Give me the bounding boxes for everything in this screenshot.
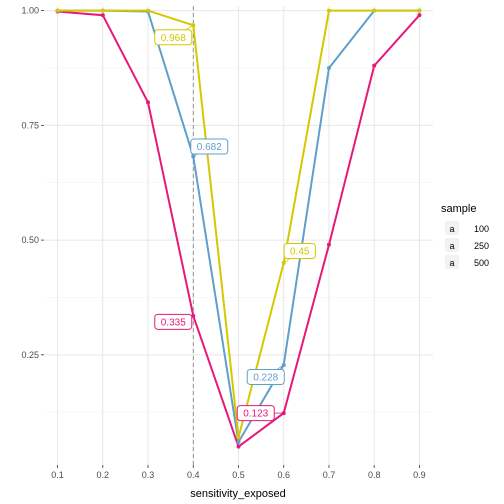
legend: sample a 100 a 250 a 500 <box>441 203 489 269</box>
data-point-500 <box>146 8 151 13</box>
legend-key-250: a <box>449 241 454 251</box>
y-tick-label: 0.75 <box>21 120 39 130</box>
data-point-100 <box>236 444 241 449</box>
data-point-100 <box>146 100 151 105</box>
legend-label-100: 100 <box>474 224 489 234</box>
annotation-label: 0.228 <box>253 372 278 383</box>
data-point-100 <box>372 63 377 68</box>
annotation-label: 0.682 <box>197 142 222 153</box>
y-tick-label: 1.00 <box>21 6 39 16</box>
x-axis-title: sensitivity_exposed <box>190 488 285 500</box>
annotation-box <box>246 368 285 385</box>
annotation-label: 0.45 <box>290 247 310 258</box>
annotation-box <box>236 405 275 422</box>
data-point-500 <box>417 8 422 13</box>
data-point-100 <box>326 242 331 247</box>
data-point-500 <box>100 8 105 13</box>
x-tick-label: 0.9 <box>413 470 426 480</box>
legend-label-500: 500 <box>474 258 489 268</box>
annotation-label: 0.123 <box>243 409 268 420</box>
y-tick-label: 0.50 <box>21 235 39 245</box>
data-point-500 <box>326 8 331 13</box>
x-tick-label: 0.7 <box>323 470 336 480</box>
legend-key-bg <box>445 238 459 252</box>
data-point-100 <box>417 13 422 18</box>
legend-key-100: a <box>449 224 454 234</box>
x-tick-label: 0.1 <box>51 470 64 480</box>
x-tick-label: 0.3 <box>142 470 155 480</box>
x-tick-label: 0.8 <box>368 470 381 480</box>
data-point-100 <box>100 13 105 18</box>
data-point-500 <box>236 435 241 440</box>
grid-lines <box>44 6 433 465</box>
x-tick-label: 0.6 <box>277 470 290 480</box>
axes: 0.25 0.50 0.75 1.00 0.1 0.2 0.3 0.4 0.5 0.6 0.7 0.8… <box>21 6 425 480</box>
data-point-250 <box>236 440 241 445</box>
annotation-label: 0.968 <box>161 33 186 44</box>
legend-key-bg <box>445 255 459 269</box>
legend-key-bg <box>445 221 459 235</box>
annotation-box <box>154 313 193 330</box>
series-lines <box>55 8 422 449</box>
legend-key-500: a <box>449 258 454 268</box>
data-point-500 <box>372 8 377 13</box>
x-tick-label: 0.2 <box>97 470 110 480</box>
annotation-box <box>190 138 229 155</box>
y-tick-label: 0.25 <box>21 350 39 360</box>
x-tick-label: 0.5 <box>232 470 245 480</box>
legend-title: sample <box>441 203 476 215</box>
data-point-250 <box>326 65 331 70</box>
annotations: 0.968 0.682 0.335 0.45 0.228 0.123 <box>154 24 316 422</box>
x-tick-label: 0.4 <box>187 470 200 480</box>
data-point-500 <box>55 8 60 13</box>
annotation-box <box>154 29 193 46</box>
annotation-label: 0.335 <box>161 317 186 328</box>
annotation-box <box>283 243 316 260</box>
legend-label-250: 250 <box>474 241 489 251</box>
